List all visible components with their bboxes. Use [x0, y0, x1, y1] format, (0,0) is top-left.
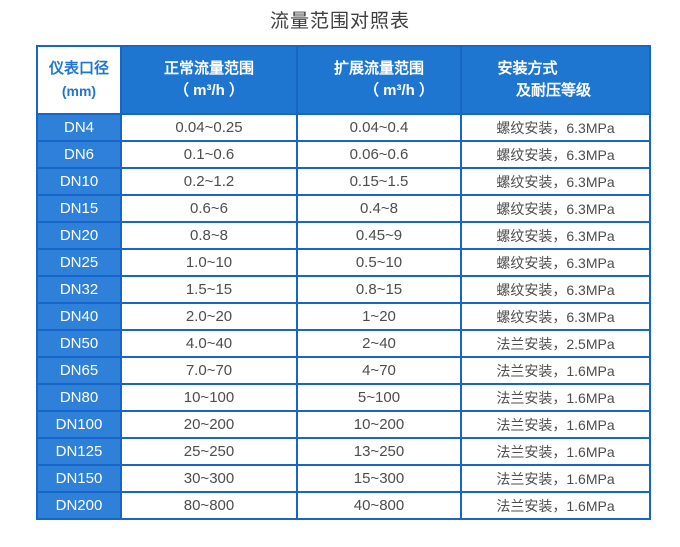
extended-range-cell: 5~100: [296, 383, 462, 412]
extended-range-cell: 10~200: [296, 410, 462, 439]
install-cell: 法兰安装，1.6MPa: [460, 356, 651, 385]
install-cell: 螺纹安装，6.3MPa: [460, 167, 651, 196]
dn-cell: DN6: [36, 140, 122, 169]
install-cell: 法兰安装，1.6MPa: [460, 491, 651, 520]
dn-cell: DN40: [36, 302, 122, 331]
dn-cell: DN80: [36, 383, 122, 412]
normal-range-cell: 20~200: [120, 410, 298, 439]
header-unit: (mm): [61, 83, 97, 99]
header-line: 及耐压等级: [515, 82, 591, 99]
dn-cell: DN50: [36, 329, 122, 358]
header-extended-flow-range: 扩展流量范围 （ m³/h ）: [296, 45, 462, 115]
dn-cell: DN10: [36, 167, 122, 196]
normal-range-cell: 4.0~40: [120, 329, 298, 358]
extended-range-cell: 1~20: [296, 302, 462, 331]
extended-range-cell: 15~300: [296, 464, 462, 493]
header-line: 扩展流量范围: [333, 60, 424, 77]
normal-range-cell: 0.04~0.25: [120, 113, 298, 142]
header-row: 仪表口径 (mm) 正常流量范围 （ m³/h ） 扩展流量范围 （ m³/h …: [36, 45, 651, 115]
install-cell: 螺纹安装，6.3MPa: [460, 194, 651, 223]
install-cell: 法兰安装，1.6MPa: [460, 410, 651, 439]
table-row: DN80 10~100 5~100 法兰安装，1.6MPa: [36, 383, 651, 412]
extended-range-cell: 2~40: [296, 329, 462, 358]
normal-range-cell: 0.2~1.2: [120, 167, 298, 196]
extended-range-cell: 40~800: [296, 491, 462, 520]
install-cell: 法兰安装，1.6MPa: [460, 464, 651, 493]
extended-range-cell: 0.04~0.4: [296, 113, 462, 142]
normal-range-cell: 7.0~70: [120, 356, 298, 385]
table-row: DN200 80~800 40~800 法兰安装，1.6MPa: [36, 491, 651, 520]
table-row: DN65 7.0~70 4~70 法兰安装，1.6MPa: [36, 356, 651, 385]
install-cell: 法兰安装，1.6MPa: [460, 437, 651, 466]
dn-cell: DN4: [36, 113, 122, 142]
table-row: DN150 30~300 15~300 法兰安装，1.6MPa: [36, 464, 651, 493]
dn-cell: DN100: [36, 410, 122, 439]
normal-range-cell: 1.5~15: [120, 275, 298, 304]
normal-range-cell: 2.0~20: [120, 302, 298, 331]
table-row: DN32 1.5~15 0.8~15 螺纹安装，6.3MPa: [36, 275, 651, 304]
dn-cell: DN25: [36, 248, 122, 277]
header-line: 仪表口径: [48, 60, 109, 77]
header-normal-flow-range: 正常流量范围 （ m³/h ）: [120, 45, 298, 115]
install-cell: 螺纹安装，6.3MPa: [460, 140, 651, 169]
dn-cell: DN150: [36, 464, 122, 493]
normal-range-cell: 1.0~10: [120, 248, 298, 277]
normal-range-cell: 25~250: [120, 437, 298, 466]
dn-cell: DN65: [36, 356, 122, 385]
normal-range-cell: 0.6~6: [120, 194, 298, 223]
flow-range-table: 仪表口径 (mm) 正常流量范围 （ m³/h ） 扩展流量范围 （ m³/h …: [36, 45, 651, 520]
table-row: DN4 0.04~0.25 0.04~0.4 螺纹安装，6.3MPa: [36, 113, 651, 142]
page-title: 流量范围对照表: [269, 11, 410, 32]
table-row: DN125 25~250 13~250 法兰安装，1.6MPa: [36, 437, 651, 466]
install-cell: 螺纹安装，6.3MPa: [460, 302, 651, 331]
header-line: 正常流量范围: [163, 60, 254, 77]
table-row: DN10 0.2~1.2 0.15~1.5 螺纹安装，6.3MPa: [36, 167, 651, 196]
header-install-method: 安装方式 及耐压等级: [460, 45, 651, 115]
extended-range-cell: 0.06~0.6: [296, 140, 462, 169]
table-row: DN15 0.6~6 0.4~8 螺纹安装，6.3MPa: [36, 194, 651, 223]
dn-cell: DN32: [36, 275, 122, 304]
normal-range-cell: 0.8~8: [120, 221, 298, 250]
header-unit: （ m³/h ）: [174, 82, 244, 99]
extended-range-cell: 0.8~15: [296, 275, 462, 304]
install-cell: 螺纹安装，6.3MPa: [460, 248, 651, 277]
header-meter-diameter: 仪表口径 (mm): [36, 45, 122, 115]
extended-range-cell: 4~70: [296, 356, 462, 385]
dn-cell: DN15: [36, 194, 122, 223]
header-unit: （ m³/h ）: [364, 82, 434, 99]
extended-range-cell: 0.45~9: [296, 221, 462, 250]
table-row: DN20 0.8~8 0.45~9 螺纹安装，6.3MPa: [36, 221, 651, 250]
install-cell: 螺纹安装，6.3MPa: [460, 275, 651, 304]
extended-range-cell: 0.4~8: [296, 194, 462, 223]
header-line: 安装方式: [497, 60, 558, 77]
normal-range-cell: 30~300: [120, 464, 298, 493]
dn-cell: DN200: [36, 491, 122, 520]
install-cell: 法兰安装，1.6MPa: [460, 383, 651, 412]
table-row: DN50 4.0~40 2~40 法兰安装，2.5MPa: [36, 329, 651, 358]
table-row: DN100 20~200 10~200 法兰安装，1.6MPa: [36, 410, 651, 439]
dn-cell: DN125: [36, 437, 122, 466]
dn-cell: DN20: [36, 221, 122, 250]
install-cell: 螺纹安装，6.3MPa: [460, 221, 651, 250]
normal-range-cell: 10~100: [120, 383, 298, 412]
normal-range-cell: 80~800: [120, 491, 298, 520]
table-row: DN40 2.0~20 1~20 螺纹安装，6.3MPa: [36, 302, 651, 331]
install-cell: 螺纹安装，6.3MPa: [460, 113, 651, 142]
extended-range-cell: 0.15~1.5: [296, 167, 462, 196]
install-cell: 法兰安装，2.5MPa: [460, 329, 651, 358]
normal-range-cell: 0.1~0.6: [120, 140, 298, 169]
extended-range-cell: 0.5~10: [296, 248, 462, 277]
table-body: DN4 0.04~0.25 0.04~0.4 螺纹安装，6.3MPa DN6 0.1~0.…: [36, 113, 651, 520]
extended-range-cell: 13~250: [296, 437, 462, 466]
table-row: DN6 0.1~0.6 0.06~0.6 螺纹安装，6.3MPa: [36, 140, 651, 169]
table-row: DN25 1.0~10 0.5~10 螺纹安装，6.3MPa: [36, 248, 651, 277]
